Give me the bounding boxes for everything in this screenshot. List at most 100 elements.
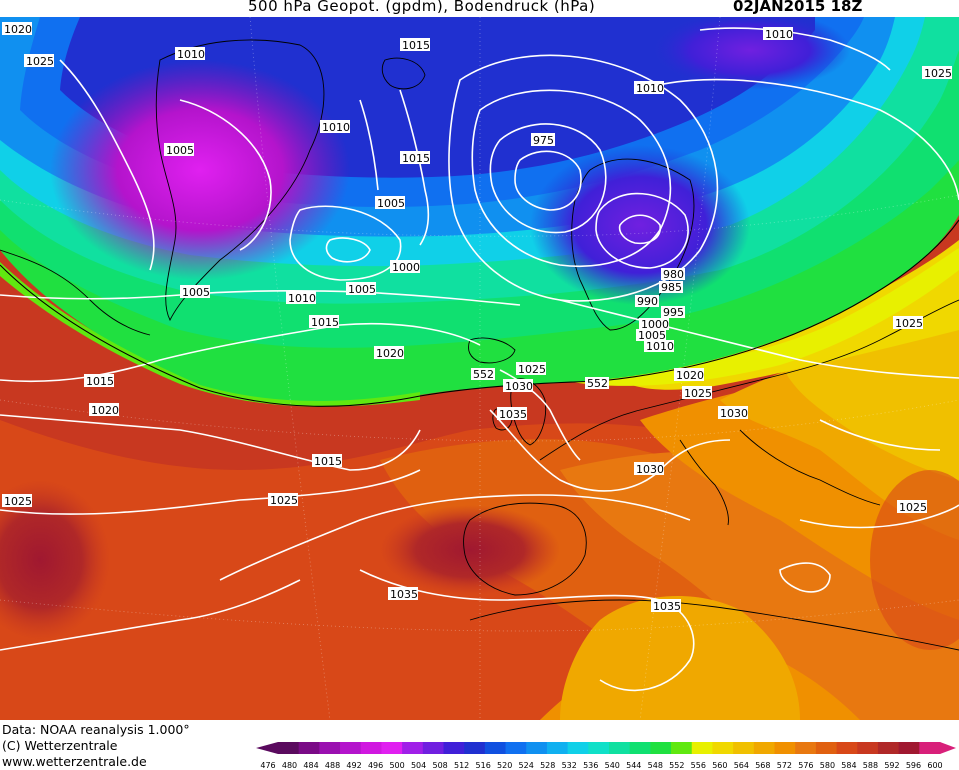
svg-text:1035: 1035 bbox=[499, 408, 527, 421]
coastline-british-isles bbox=[510, 378, 547, 446]
isobar-line bbox=[179, 99, 272, 251]
color-scale-tick-label: 584 bbox=[841, 761, 856, 770]
svg-text:1035: 1035 bbox=[390, 588, 418, 601]
color-scale-swatch bbox=[464, 742, 486, 754]
coastline-svalbard bbox=[381, 57, 426, 90]
geopotential-552-contour bbox=[0, 219, 959, 407]
color-scale-swatch bbox=[774, 742, 796, 754]
isobar-label: 1020 bbox=[89, 403, 119, 417]
coastline-italy bbox=[679, 439, 729, 526]
color-scale-swatch bbox=[671, 742, 693, 754]
isobar-label: 1015 bbox=[400, 38, 430, 52]
color-scale-arrow-left bbox=[256, 742, 278, 754]
color-scale-swatch bbox=[919, 742, 941, 754]
isobar-line bbox=[325, 237, 371, 263]
isobar-labels: 1020 1025 1010 1015 1010 1025 1010 1005 … bbox=[2, 22, 952, 613]
isobar-label: 1010 bbox=[634, 81, 664, 95]
isobar-label: 980 bbox=[661, 268, 685, 281]
isobar-label: 1030 bbox=[503, 379, 533, 393]
isobar-label: 995 bbox=[661, 306, 685, 319]
svg-text:1020: 1020 bbox=[91, 404, 119, 417]
isobar-line bbox=[0, 579, 301, 651]
color-scale-swatch bbox=[795, 742, 817, 754]
geopotential-labels: 552 552 bbox=[471, 368, 609, 390]
isobar-line bbox=[219, 494, 691, 581]
color-scale-swatch bbox=[691, 742, 713, 754]
svg-text:1015: 1015 bbox=[311, 316, 339, 329]
color-scale-tick-label: 504 bbox=[411, 761, 426, 770]
isobar-line bbox=[559, 299, 959, 379]
isobar-line bbox=[59, 59, 155, 271]
isobar-label: 1015 bbox=[309, 315, 339, 329]
isobar-label: 1025 bbox=[922, 66, 952, 80]
map-date: 02JAN2015 18Z bbox=[733, 0, 863, 15]
color-scale-swatch bbox=[443, 742, 465, 754]
coastline-north-africa bbox=[469, 599, 959, 651]
color-scale-tick-label: 496 bbox=[368, 761, 383, 770]
isobar-label: 1035 bbox=[497, 407, 527, 421]
color-scale-tick-label: 560 bbox=[712, 761, 727, 770]
isobar-line bbox=[639, 78, 959, 201]
svg-text:990: 990 bbox=[637, 295, 658, 308]
svg-text:1005: 1005 bbox=[348, 283, 376, 296]
svg-text:552: 552 bbox=[587, 377, 608, 390]
svg-text:1025: 1025 bbox=[270, 494, 298, 507]
svg-text:1005: 1005 bbox=[182, 286, 210, 299]
color-scale-swatch bbox=[629, 742, 651, 754]
isobar-line bbox=[489, 123, 607, 234]
color-scale-tick-label: 476 bbox=[260, 761, 275, 770]
color-scale-swatch bbox=[402, 742, 424, 754]
svg-text:1010: 1010 bbox=[288, 292, 316, 305]
svg-text:1030: 1030 bbox=[636, 463, 664, 476]
color-scale-tick-label: 512 bbox=[454, 761, 469, 770]
isobar-label: 1000 bbox=[390, 260, 420, 274]
color-scale-swatch bbox=[319, 742, 341, 754]
isobar-line bbox=[471, 89, 672, 268]
isobar-label: 1035 bbox=[651, 599, 681, 613]
isobar-label: 1015 bbox=[400, 151, 430, 165]
svg-text:1010: 1010 bbox=[646, 340, 674, 353]
coastline-balkans bbox=[739, 429, 881, 506]
isobar-label: 1025 bbox=[897, 500, 927, 514]
svg-text:980: 980 bbox=[663, 268, 684, 281]
isobar-label: 1005 bbox=[346, 282, 376, 296]
isobar-label: 975 bbox=[531, 133, 555, 147]
isobar-label: 1005 bbox=[636, 329, 666, 342]
coastline-europe bbox=[539, 299, 959, 461]
color-scale-swatch bbox=[898, 742, 920, 754]
isobar-line bbox=[0, 414, 421, 471]
isobar-label: 1005 bbox=[164, 143, 194, 157]
color-scale-tick-label: 548 bbox=[648, 761, 663, 770]
svg-text:1020: 1020 bbox=[676, 369, 704, 382]
isobar-line bbox=[779, 562, 831, 593]
isobar-label: 1030 bbox=[634, 462, 664, 476]
isobar-label: 1020 bbox=[2, 22, 32, 36]
color-scale-swatch bbox=[278, 742, 300, 754]
color-scale-tick-label: 484 bbox=[303, 761, 318, 770]
isobar-label: 1005 bbox=[375, 196, 405, 210]
color-scale-tick-label: 524 bbox=[519, 761, 534, 770]
isobar-label: 1010 bbox=[175, 47, 205, 61]
svg-text:1015: 1015 bbox=[402, 39, 430, 52]
svg-text:1025: 1025 bbox=[26, 55, 54, 68]
color-scale-tick-label: 528 bbox=[540, 761, 555, 770]
isobar-line bbox=[799, 504, 959, 529]
isobar-line bbox=[819, 419, 941, 451]
color-scale-swatch bbox=[484, 742, 506, 754]
svg-text:1010: 1010 bbox=[765, 28, 793, 41]
color-scale-swatch bbox=[857, 742, 879, 754]
color-scale-tick-label: 576 bbox=[798, 761, 813, 770]
isobar-label: 1025 bbox=[24, 54, 54, 68]
svg-text:995: 995 bbox=[663, 306, 684, 319]
color-scale-ticks: 476 480 484 488 492 496 500 504 508 512 516 520 524 5… bbox=[260, 761, 942, 770]
copyright-credit: (C) Wetterzentrale bbox=[2, 738, 118, 753]
svg-text:1010: 1010 bbox=[177, 48, 205, 61]
color-scale-swatch bbox=[836, 742, 858, 754]
svg-text:1025: 1025 bbox=[684, 387, 712, 400]
color-scale-tick-label: 592 bbox=[884, 761, 899, 770]
color-scale-tick-label: 520 bbox=[497, 761, 512, 770]
isobar-label: 1010 bbox=[286, 291, 316, 305]
color-scale-tick-label: 544 bbox=[626, 761, 641, 770]
isobar-line bbox=[359, 569, 695, 692]
isobar-label: 1035 bbox=[388, 587, 418, 601]
